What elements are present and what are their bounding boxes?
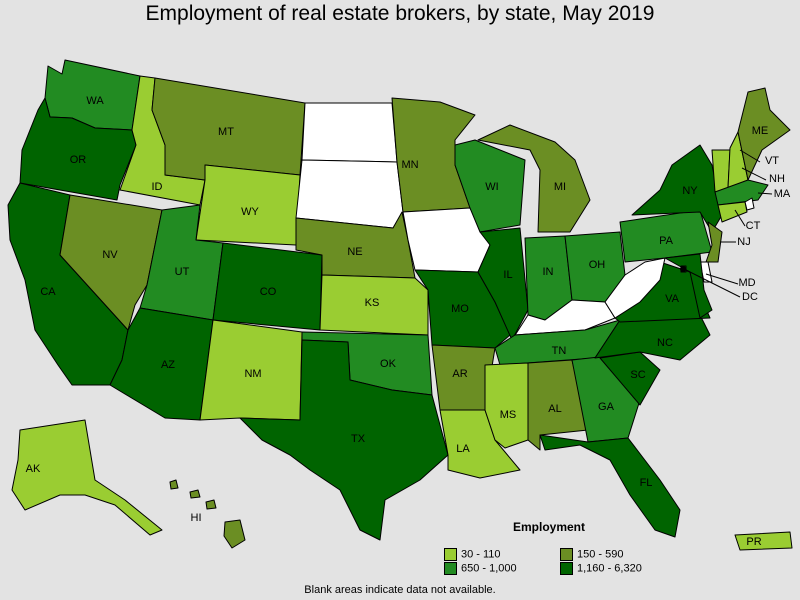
state-label-mt: MT xyxy=(218,126,234,138)
state-label-tx: TX xyxy=(351,433,366,445)
state-fl[interactable] xyxy=(539,434,681,538)
state-il[interactable] xyxy=(477,227,529,341)
legend-swatch-1 xyxy=(444,548,457,561)
state-label-mn: MN xyxy=(401,159,418,171)
state-label-pa: PA xyxy=(659,235,674,247)
state-mi[interactable] xyxy=(477,124,591,233)
state-ma[interactable] xyxy=(714,179,769,206)
state-label-id: ID xyxy=(152,181,163,193)
state-label-md: MD xyxy=(738,277,755,289)
legend-item-2: 150 - 590 xyxy=(560,548,623,561)
state-hi[interactable] xyxy=(169,479,246,549)
state-label-ny: NY xyxy=(682,185,698,197)
state-label-ca: CA xyxy=(40,286,56,298)
state-label-nv: NV xyxy=(102,249,118,261)
state-label-az: AZ xyxy=(161,359,175,371)
state-ks[interactable] xyxy=(319,274,429,336)
legend-title: Employment xyxy=(513,520,586,534)
state-wy[interactable] xyxy=(195,164,301,246)
state-pr[interactable] xyxy=(734,531,793,551)
state-label-ut: UT xyxy=(175,266,190,278)
state-label-wy: WY xyxy=(241,206,259,218)
data-availability-note: Blank areas indicate data not available. xyxy=(304,584,496,596)
state-label-co: CO xyxy=(260,286,277,298)
state-label-nc: NC xyxy=(657,337,673,349)
state-label-va: VA xyxy=(665,293,680,305)
state-ak[interactable] xyxy=(11,419,163,536)
legend-label-3: 650 - 1,000 xyxy=(461,562,517,575)
legend-swatch-3 xyxy=(444,562,457,575)
state-label-sc: SC xyxy=(630,369,645,381)
state-label-la: LA xyxy=(456,443,470,455)
state-label-vt: VT xyxy=(765,155,779,167)
legend-item-1: 30 - 110 xyxy=(444,548,501,561)
state-label-fl: FL xyxy=(640,477,653,489)
state-nd[interactable] xyxy=(301,102,398,163)
legend-item-3: 650 - 1,000 xyxy=(444,562,517,575)
state-wi[interactable] xyxy=(454,139,526,233)
state-label-ga: GA xyxy=(598,401,615,413)
state-wv[interactable] xyxy=(604,257,666,319)
state-ct[interactable] xyxy=(717,201,748,223)
state-label-dc: DC xyxy=(742,291,758,303)
state-label-al: AL xyxy=(548,403,561,415)
legend-label-4: 1,160 - 6,320 xyxy=(577,562,642,575)
leader-lines xyxy=(683,149,773,298)
state-label-hi: HI xyxy=(191,512,202,524)
state-label-nh: NH xyxy=(769,173,785,185)
legend-item-4: 1,160 - 6,320 xyxy=(560,562,642,575)
state-label-nj: NJ xyxy=(737,236,750,248)
state-label-ar: AR xyxy=(452,368,467,380)
dc-marker-icon xyxy=(680,266,686,272)
map-title: Employment of real estate brokers, by st… xyxy=(145,2,655,25)
state-label-in: IN xyxy=(543,266,554,278)
state-label-wi: WI xyxy=(485,181,498,193)
state-label-mo: MO xyxy=(451,303,469,315)
state-label-ak: AK xyxy=(26,463,41,475)
legend-label-1: 30 - 110 xyxy=(461,548,501,561)
state-label-ne: NE xyxy=(347,246,362,258)
state-ny[interactable] xyxy=(631,144,723,233)
state-label-ok: OK xyxy=(380,358,397,370)
state-label-ms: MS xyxy=(500,409,517,421)
state-label-oh: OH xyxy=(589,259,606,271)
state-sd[interactable] xyxy=(295,159,404,229)
state-nj[interactable] xyxy=(705,221,723,263)
legend-swatch-4 xyxy=(560,562,573,575)
state-label-or: OR xyxy=(70,154,87,166)
state-or[interactable] xyxy=(19,97,137,201)
legend-swatch-2 xyxy=(560,548,573,561)
state-label-il: IL xyxy=(503,269,512,281)
state-label-ma: MA xyxy=(774,188,791,200)
state-label-wa: WA xyxy=(86,95,104,107)
state-label-mi: MI xyxy=(554,181,566,193)
state-label-ks: KS xyxy=(365,297,380,309)
state-label-nm: NM xyxy=(244,368,261,380)
state-label-tn: TN xyxy=(552,345,567,357)
state-tx[interactable] xyxy=(239,339,449,541)
state-label-ct: CT xyxy=(746,220,761,232)
legend-label-2: 150 - 590 xyxy=(577,548,624,561)
state-vt[interactable] xyxy=(711,149,731,193)
state-label-pr: PR xyxy=(746,536,761,548)
state-label-me: ME xyxy=(752,125,769,137)
